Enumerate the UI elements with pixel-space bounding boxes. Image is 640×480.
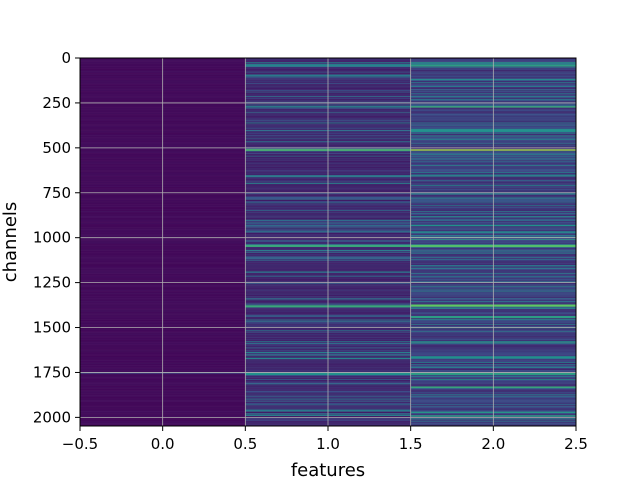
x-tick-label: 2.5 xyxy=(564,435,588,453)
x-axis-ticks: −0.5 0.0 0.5 1.0 1.5 2.0 2.5 xyxy=(62,426,588,453)
x-tick-label: −0.5 xyxy=(62,435,98,453)
y-tick-label: 250 xyxy=(42,94,71,112)
y-axis-ticks: 0 250 500 750 1000 1250 1500 1750 2000 xyxy=(33,49,80,426)
y-tick-label: 1750 xyxy=(33,363,71,381)
y-tick-label: 0 xyxy=(61,49,71,67)
x-tick-label: 0.5 xyxy=(233,435,257,453)
y-tick-label: 2000 xyxy=(33,408,71,426)
x-tick-label: 0.0 xyxy=(151,435,175,453)
y-tick-label: 1500 xyxy=(33,319,71,337)
y-axis-label: channels xyxy=(0,202,21,283)
y-tick-label: 1250 xyxy=(33,274,71,292)
x-axis-label: features xyxy=(291,460,365,480)
x-tick-label: 2.0 xyxy=(481,435,505,453)
y-tick-label: 500 xyxy=(42,139,71,157)
x-tick-label: 1.5 xyxy=(399,435,423,453)
y-tick-label: 1000 xyxy=(33,229,71,247)
y-tick-label: 750 xyxy=(42,184,71,202)
x-tick-label: 1.0 xyxy=(316,435,340,453)
